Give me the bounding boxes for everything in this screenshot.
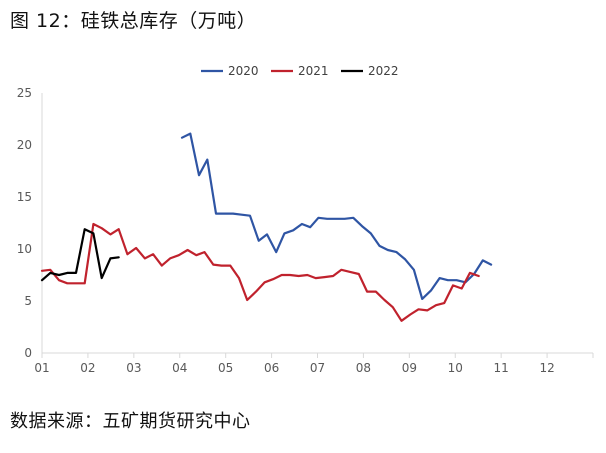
x-axis: 01 02 03 04 05 06 07 08 09 10 11 12 <box>34 352 594 375</box>
legend-label-2021: 2021 <box>298 64 329 78</box>
x-tick-label: 12 <box>539 361 554 375</box>
y-axis: 0 5 10 15 20 25 <box>17 86 43 360</box>
y-tick-label: 15 <box>17 190 32 204</box>
y-tick-label: 20 <box>17 138 32 152</box>
source-note: 数据来源：五矿期货研究中心 <box>10 411 251 432</box>
y-tick-label: 25 <box>17 86 32 100</box>
legend-label-2022: 2022 <box>368 64 399 78</box>
chart-title: 图 12：硅铁总库存（万吨） <box>10 10 257 32</box>
y-tick-label: 5 <box>24 294 32 308</box>
x-tick-label: 11 <box>494 361 509 375</box>
series-line-2022 <box>40 228 120 282</box>
x-tick-label: 07 <box>310 361 325 375</box>
x-tick-label: 08 <box>356 361 371 375</box>
x-tick-label: 03 <box>126 361 141 375</box>
legend-label-2020: 2020 <box>228 64 259 78</box>
legend: 2020 2021 2022 <box>201 64 399 78</box>
y-tick-label: 0 <box>24 346 32 360</box>
x-tick-label: 01 <box>34 361 49 375</box>
y-tick-label: 10 <box>17 242 32 256</box>
x-tick-label: 04 <box>172 361 187 375</box>
x-tick-label: 09 <box>402 361 417 375</box>
series-line-2021 <box>40 222 480 322</box>
x-tick-label: 05 <box>218 361 233 375</box>
plot-area <box>40 132 493 322</box>
x-tick-label: 02 <box>80 361 95 375</box>
x-tick-label: 06 <box>264 361 279 375</box>
series-line-2020 <box>180 132 493 300</box>
x-tick-label: 10 <box>448 361 463 375</box>
